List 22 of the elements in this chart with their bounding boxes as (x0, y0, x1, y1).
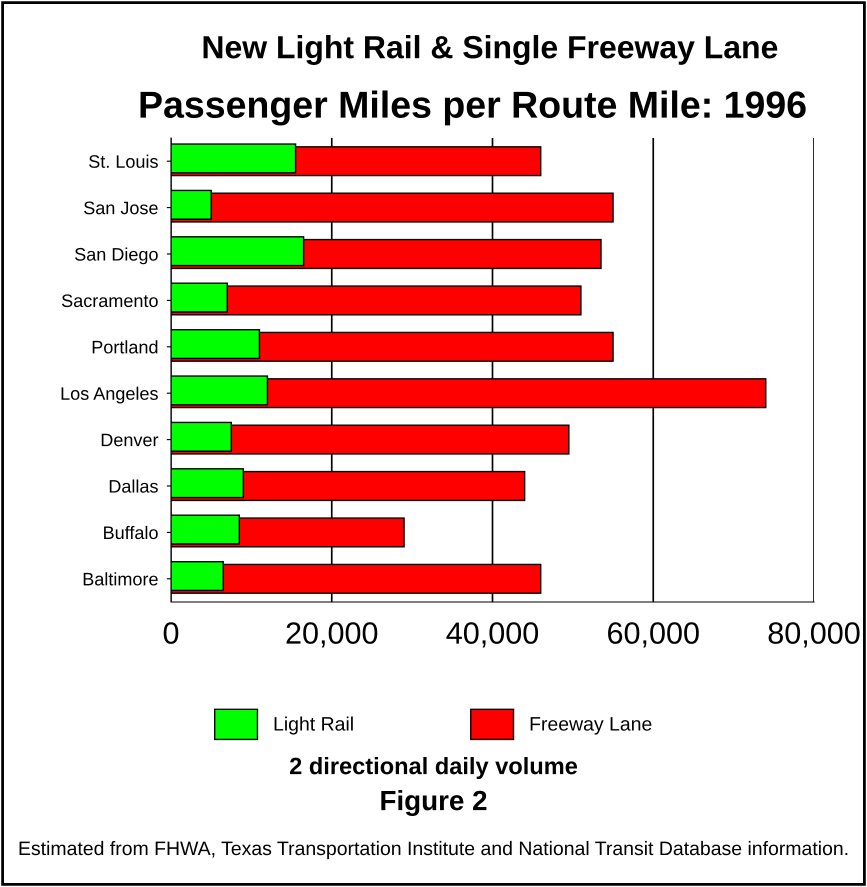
x-tick-label: 0 (164, 622, 178, 644)
y-tick-label: Buffalo (104, 526, 158, 540)
x-tick-label: 80,000 (768, 622, 860, 648)
legend-label: Light Rail (274, 716, 353, 735)
y-tick-label: Portland (92, 340, 158, 354)
x-tick-label: 60,000 (608, 622, 699, 648)
x-tick-label: 20,000 (286, 622, 378, 648)
y-tick-label: Baltimore (84, 572, 158, 586)
chart-subtitle: Passenger Miles per Route Mile: 1996 (140, 90, 806, 126)
y-tick-label: Sacramento (62, 294, 158, 308)
text: Estimated from FHWA, Texas Transportation Institute and National Transit Database information. (20, 840, 848, 860)
caption: Figure 2 (381, 790, 486, 816)
y-tick-label: San Diego (75, 247, 158, 264)
chart-title: New Light Rail & Single Freeway Lane (204, 35, 778, 65)
y-tick-label: Los Angeles (62, 386, 158, 404)
y-tick-label: Denver (102, 434, 158, 446)
text: 2 directional daily volume (290, 756, 578, 780)
y-tick-label: St. Louis (89, 154, 158, 168)
x-tick-label: 40,000 (446, 622, 538, 648)
legend-label: Freeway Lane (530, 717, 652, 735)
y-tick-label: San Jose (84, 202, 158, 214)
y-tick-label: Dallas (110, 479, 158, 493)
